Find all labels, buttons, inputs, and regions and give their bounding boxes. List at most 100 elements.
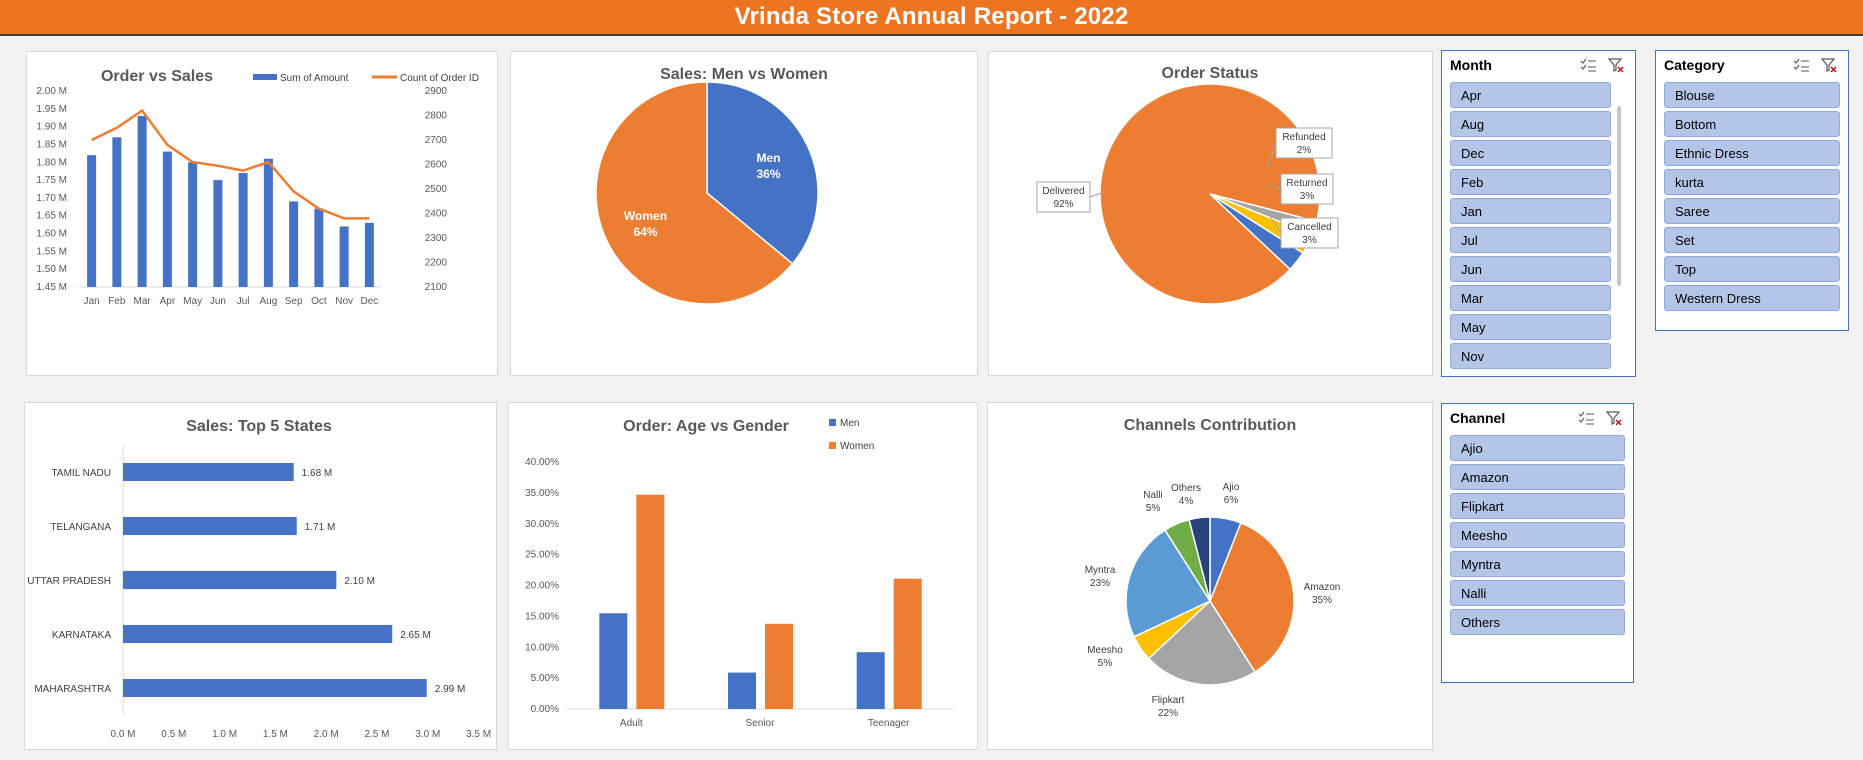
slicer-items: Blouse Bottom Ethnic Dress kurta Saree Set Top… xyxy=(1656,82,1848,311)
slicer-item-dec[interactable]: Dec xyxy=(1450,140,1611,166)
bar-jul xyxy=(238,172,248,287)
category-slicer[interactable]: Category Blouse Bottom Ethnic Dress kurta Sa… xyxy=(1655,50,1849,331)
x-tick-label: Dec xyxy=(360,296,378,307)
age-vs-gender-chart[interactable]: Order: Age vs Gender 40.00% 35.00% 30.00% 2… xyxy=(508,402,978,750)
x-tick-label: Jun xyxy=(210,296,226,307)
callout-name: Delivered xyxy=(1042,186,1084,197)
slicer-item-mar[interactable]: Mar xyxy=(1450,285,1611,311)
slicer-header: Category xyxy=(1656,51,1848,79)
y-tick-label: 35.00% xyxy=(525,488,559,499)
channels-chart[interactable]: Channels Contribution Ajio 6% Amazon 35% Fli… xyxy=(987,402,1433,750)
y-tick-label: 5.00% xyxy=(531,673,559,684)
callout-box xyxy=(1280,217,1339,249)
callout-box xyxy=(1275,127,1333,159)
x-tick-label: 0.0 M xyxy=(110,729,135,740)
channel-slicer[interactable]: Channel Ajio Amazon Flipkart Meesho Myntra Na… xyxy=(1441,403,1634,683)
callout-leader xyxy=(1266,142,1277,170)
slicer-item-amazon[interactable]: Amazon xyxy=(1450,464,1625,490)
slicer-item-bottom[interactable]: Bottom xyxy=(1664,111,1840,137)
bar-women-adult xyxy=(636,494,665,709)
y-left-tick: 1.75 M xyxy=(36,175,67,186)
bar-uttar-pradesh xyxy=(123,571,337,589)
data-label: 2.10 M xyxy=(344,576,375,587)
slice-name-label: Women xyxy=(624,209,667,223)
category-label: KARNATAKA xyxy=(52,630,111,641)
slicer-item-ajio[interactable]: Ajio xyxy=(1450,435,1625,461)
x-tick-label: 3.5 M xyxy=(466,729,491,740)
top-states-svg: Sales: Top 5 States 0.0 M 0.5 M 1.0 M 1.5 M… xyxy=(27,418,491,740)
clear-filter-icon[interactable] xyxy=(1603,409,1625,427)
slicer-item-apr[interactable]: Apr xyxy=(1450,82,1611,108)
x-tick-label: Jul xyxy=(237,296,250,307)
top-states-chart[interactable]: Sales: Top 5 States 0.0 M 0.5 M 1.0 M 1.5 M… xyxy=(24,402,497,750)
slicer-item-kurta[interactable]: kurta xyxy=(1664,169,1840,195)
slicer-item-saree[interactable]: Saree xyxy=(1664,198,1840,224)
slicer-item-myntra[interactable]: Myntra xyxy=(1450,551,1625,577)
multi-select-icon[interactable] xyxy=(1575,409,1597,427)
clear-filter-icon[interactable] xyxy=(1818,56,1840,74)
bar-men-adult xyxy=(599,613,628,709)
y-right-tick: 2800 xyxy=(425,111,448,122)
slicer-item-others[interactable]: Others xyxy=(1450,609,1625,635)
y-left-tick: 1.50 M xyxy=(36,264,67,275)
y-left-tick: 1.85 M xyxy=(36,139,67,150)
slicer-item-set[interactable]: Set xyxy=(1664,227,1840,253)
slicer-scrollbar[interactable] xyxy=(1617,106,1621,286)
multi-select-icon[interactable] xyxy=(1577,56,1599,74)
slice-name-label: Men xyxy=(757,151,781,165)
order-status-chart[interactable]: Order Status Delivered 92% Refunded 2% Retur… xyxy=(988,51,1433,376)
callout-value: 92% xyxy=(1053,199,1073,210)
callout-name: Cancelled xyxy=(1287,222,1331,233)
slicer-title: Category xyxy=(1664,57,1725,73)
clear-filter-icon[interactable] xyxy=(1605,56,1627,74)
callout-value: 3% xyxy=(1300,191,1315,202)
slicer-item-flipkart[interactable]: Flipkart xyxy=(1450,493,1625,519)
multi-select-icon[interactable] xyxy=(1790,56,1812,74)
x-tick-label: Jan xyxy=(84,296,100,307)
bar-jun xyxy=(213,180,223,287)
data-label: 2.65 M xyxy=(400,630,431,641)
category-label: TAMIL NADU xyxy=(52,468,111,479)
slicer-item-ethnic-dress[interactable]: Ethnic Dress xyxy=(1664,140,1840,166)
bar-men-teenager xyxy=(856,652,885,709)
callout-leader xyxy=(1266,211,1282,234)
y-tick-label: 30.00% xyxy=(525,519,559,530)
month-slicer[interactable]: Month Apr Aug Dec Feb Jan Jul Jun Mar May Nov xyxy=(1441,50,1636,377)
slicer-item-western-dress[interactable]: Western Dress xyxy=(1664,285,1840,311)
channel-slice-flipkart xyxy=(1147,599,1257,686)
slicer-item-top[interactable]: Top xyxy=(1664,256,1840,282)
slice-value-label: 23% xyxy=(1090,578,1110,589)
slicer-item-jan[interactable]: Jan xyxy=(1450,198,1611,224)
x-tick-label: Aug xyxy=(259,296,277,307)
x-tick-label: Teenager xyxy=(868,718,910,729)
order-vs-sales-chart[interactable]: Order vs Sales Sum of Amount Count of Or… xyxy=(26,51,498,376)
bar-sep xyxy=(289,201,299,287)
y-right-tick: 2400 xyxy=(425,209,448,220)
x-tick-label: Oct xyxy=(311,296,327,307)
bar-men-senior xyxy=(728,672,756,709)
slicer-item-jul[interactable]: Jul xyxy=(1450,227,1611,253)
men-vs-women-svg: Sales: Men vs Women Men 36% Women 64% xyxy=(595,66,828,305)
data-label: 1.71 M xyxy=(305,522,336,533)
bar-aug xyxy=(263,158,273,287)
slice-name-label: Flipkart xyxy=(1152,695,1185,706)
slice-value-label: 64% xyxy=(633,225,657,239)
men-vs-women-chart[interactable]: Sales: Men vs Women Men 36% Women 64% xyxy=(510,51,978,376)
x-tick-label: Adult xyxy=(620,718,643,729)
legend-swatch-amount xyxy=(253,74,277,80)
bar-maharashtra xyxy=(123,679,427,697)
chart-title: Order Status xyxy=(1162,65,1259,82)
bar-feb xyxy=(112,137,122,287)
slicer-item-aug[interactable]: Aug xyxy=(1450,111,1611,137)
slicer-item-nov[interactable]: Nov xyxy=(1450,343,1611,369)
slicer-item-blouse[interactable]: Blouse xyxy=(1664,82,1840,108)
slicer-item-may[interactable]: May xyxy=(1450,314,1611,340)
slicer-item-nalli[interactable]: Nalli xyxy=(1450,580,1625,606)
bar-may xyxy=(188,162,198,287)
slicer-item-jun[interactable]: Jun xyxy=(1450,256,1611,282)
slicer-item-meesho[interactable]: Meesho xyxy=(1450,522,1625,548)
x-tick-label: 0.5 M xyxy=(161,729,186,740)
y-left-tick: 2.00 M xyxy=(36,86,67,97)
y-left-tick: 1.65 M xyxy=(36,211,67,222)
slicer-item-feb[interactable]: Feb xyxy=(1450,169,1611,195)
